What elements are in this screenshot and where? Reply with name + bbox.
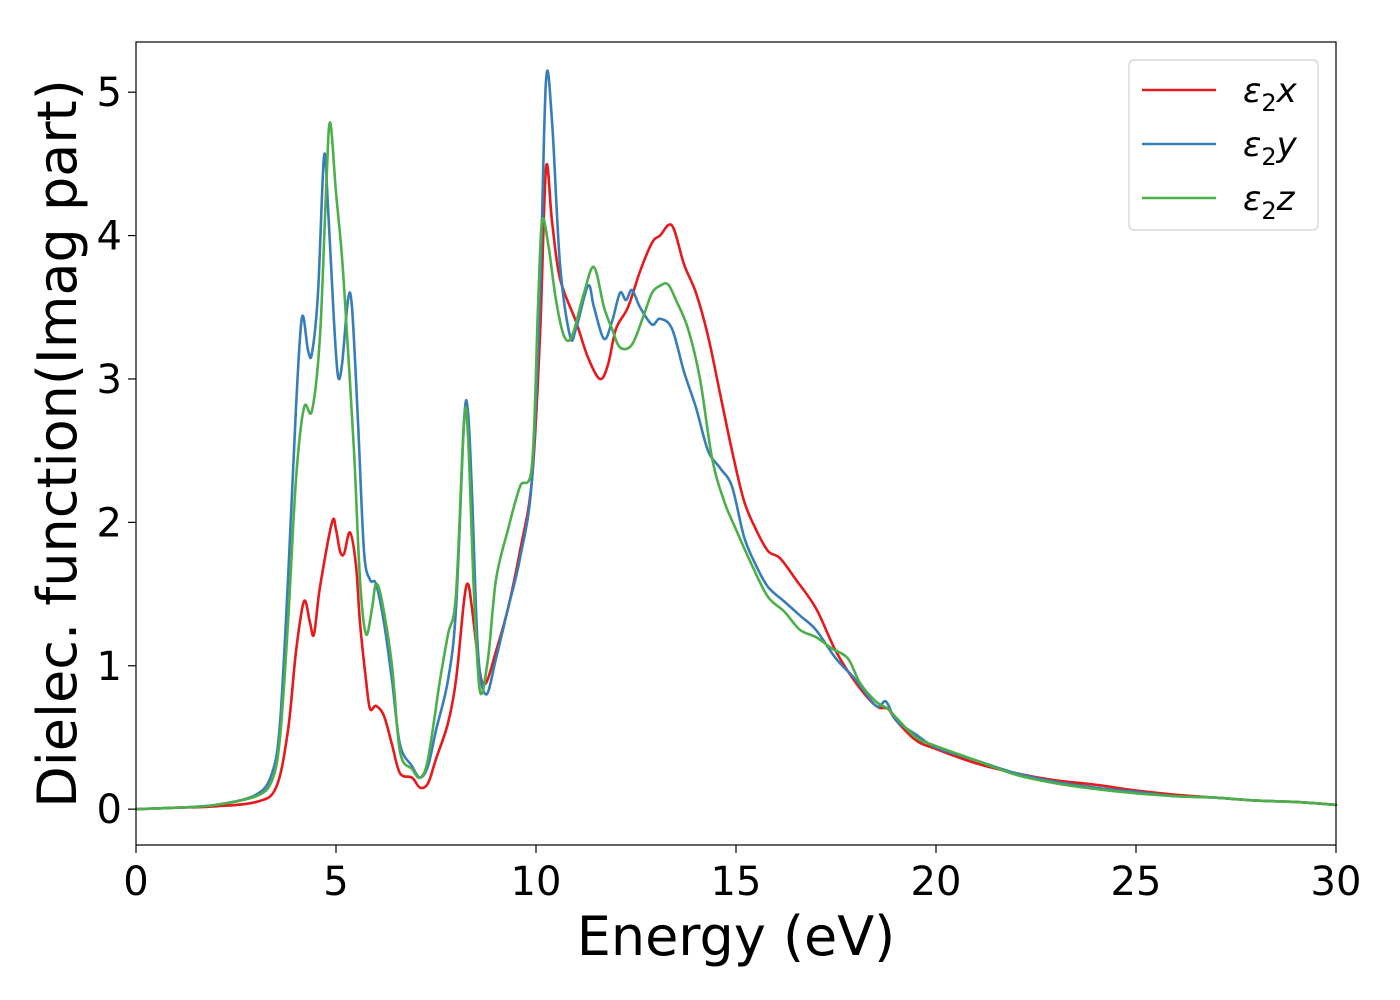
y-axis: 0 1 2 3 4 5 [97, 70, 136, 833]
y-tick-label: 5 [97, 70, 122, 116]
x-axis: 0 5 10 15 20 25 30 [123, 845, 1361, 905]
x-tick-label: 10 [511, 859, 562, 905]
y-tick-label: 0 [97, 787, 122, 833]
legend-item-x: ε2x [1142, 71, 1298, 117]
legend-label-z: ε2z [1243, 179, 1296, 225]
x-tick-label: 0 [123, 859, 148, 905]
legend-label-y: ε2y [1243, 125, 1298, 171]
x-tick-label: 15 [711, 859, 762, 905]
y-tick-label: 4 [97, 214, 122, 260]
series-line-z [134, 121, 1338, 811]
series-line-x [134, 163, 1338, 811]
y-tick-label: 1 [97, 644, 122, 690]
legend-item-z: ε2z [1142, 179, 1296, 225]
x-tick-label: 20 [911, 859, 962, 905]
y-axis-label: Dielec. function(Imag part) [26, 79, 89, 808]
x-tick-label: 5 [323, 859, 348, 905]
x-tick-label: 25 [1111, 859, 1162, 905]
legend-item-y: ε2y [1142, 125, 1298, 171]
y-tick-label: 2 [97, 500, 122, 546]
series-layer [134, 69, 1338, 811]
x-tick-label: 30 [1311, 859, 1362, 905]
y-tick-label: 3 [97, 357, 122, 403]
x-axis-label: Energy (eV) [577, 905, 896, 968]
legend: ε2x ε2y ε2z [1128, 59, 1319, 231]
series-line-y [134, 69, 1338, 811]
legend-label-x: ε2x [1243, 71, 1298, 117]
legend-box [1128, 59, 1319, 231]
